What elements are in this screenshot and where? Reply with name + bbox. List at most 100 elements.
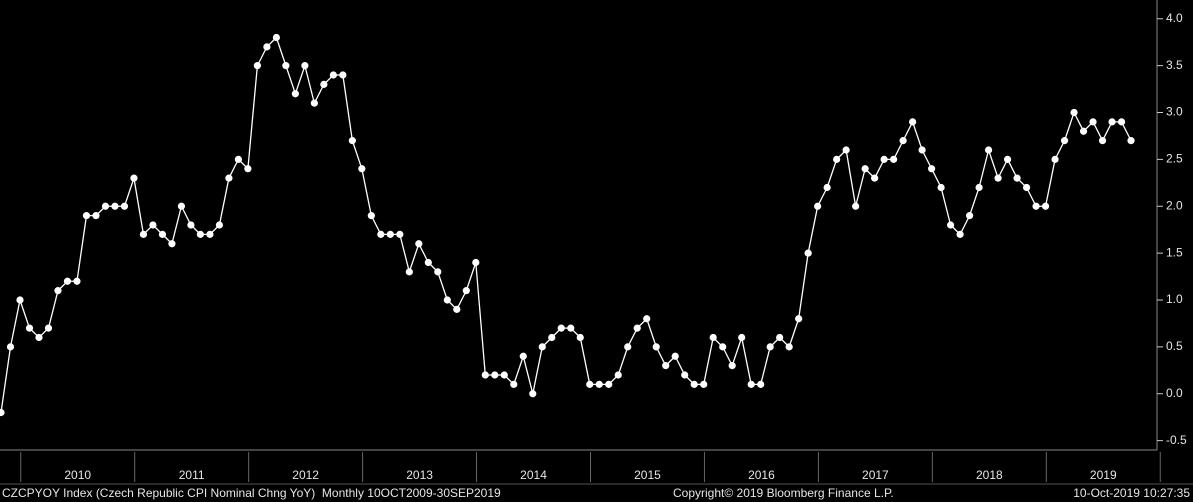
data-point	[358, 165, 366, 173]
data-point	[149, 221, 157, 229]
x-tick-label: 2016	[748, 468, 775, 482]
data-point	[44, 324, 53, 332]
data-point	[1013, 174, 1021, 182]
data-point	[120, 202, 129, 210]
data-point	[244, 165, 252, 173]
data-point	[453, 305, 461, 313]
data-point	[576, 333, 584, 342]
data-point	[586, 380, 594, 388]
data-point	[339, 71, 347, 79]
data-point	[975, 183, 983, 192]
data-point	[700, 380, 708, 388]
data-point	[747, 380, 755, 388]
data-point	[671, 352, 679, 360]
y-tick-label: 1.5	[1166, 245, 1183, 259]
data-point	[633, 324, 641, 332]
data-point	[130, 174, 138, 182]
footer-right: 10-Oct-2019 10:27:35	[1073, 486, 1190, 500]
data-point	[899, 137, 907, 145]
data-point	[196, 230, 205, 238]
x-tick-label: 2017	[862, 468, 889, 482]
data-point	[101, 202, 110, 210]
data-point	[1022, 183, 1031, 192]
data-point	[1098, 137, 1107, 145]
data-point	[310, 99, 318, 107]
data-point	[424, 258, 432, 267]
data-point	[111, 202, 119, 210]
data-point	[367, 212, 375, 220]
y-tick-label: 2.5	[1166, 152, 1183, 166]
footer-center: Copyright© 2019 Bloomberg Finance L.P.	[673, 486, 894, 500]
data-point	[1108, 118, 1116, 126]
data-point	[348, 137, 356, 145]
data-point	[1032, 202, 1040, 210]
data-point	[909, 118, 917, 126]
data-point	[63, 277, 72, 285]
data-point	[415, 240, 423, 248]
data-point	[757, 380, 765, 388]
data-point	[709, 333, 717, 342]
data-point	[491, 371, 499, 379]
data-point	[728, 362, 736, 370]
data-point	[965, 212, 974, 220]
x-tick-label: 2011	[179, 468, 205, 482]
data-point	[54, 287, 62, 295]
data-point	[842, 146, 850, 154]
data-point	[472, 258, 480, 267]
y-tick-label: 1.0	[1166, 292, 1183, 306]
data-point	[681, 371, 689, 379]
data-point	[500, 371, 508, 379]
data-point	[1041, 202, 1050, 210]
data-point	[719, 343, 727, 351]
data-point	[320, 80, 328, 88]
data-point	[139, 230, 148, 238]
data-point	[291, 90, 299, 98]
data-point	[405, 268, 413, 276]
data-point	[481, 371, 489, 379]
data-point	[0, 408, 5, 417]
data-point	[595, 380, 603, 388]
data-point	[937, 183, 945, 192]
data-point	[947, 221, 955, 229]
data-point	[158, 230, 167, 238]
data-point	[35, 333, 43, 342]
y-tick-label: 3.0	[1166, 105, 1183, 119]
data-point	[225, 174, 233, 182]
footer-left: CZCPYOY Index (Czech Republic CPI Nomina…	[2, 486, 501, 500]
data-point	[776, 333, 784, 342]
data-point	[624, 343, 632, 351]
data-point	[282, 62, 290, 70]
data-point	[1003, 155, 1012, 163]
data-point	[814, 202, 822, 210]
data-point	[206, 230, 214, 238]
data-point	[462, 287, 470, 295]
data-point	[1051, 155, 1059, 163]
data-point	[386, 230, 394, 238]
data-point	[890, 155, 898, 163]
data-point	[567, 324, 575, 332]
data-point	[443, 296, 451, 304]
data-point	[1089, 118, 1097, 126]
data-point	[861, 165, 869, 173]
data-point	[1117, 118, 1126, 126]
data-point	[6, 343, 15, 351]
x-tick-label: 2014	[520, 468, 547, 482]
data-point	[538, 343, 546, 351]
data-point	[396, 230, 404, 238]
data-point	[529, 390, 537, 398]
data-point	[1127, 137, 1135, 145]
data-point	[984, 146, 993, 154]
data-point	[16, 296, 24, 304]
data-point	[434, 268, 442, 276]
data-point	[766, 343, 774, 351]
data-point	[994, 174, 1002, 182]
data-point	[1060, 137, 1069, 145]
x-tick-label: 2012	[292, 468, 319, 482]
y-tick-label: 0.5	[1166, 339, 1183, 353]
data-point	[272, 33, 280, 42]
data-point	[928, 165, 936, 173]
data-point	[187, 221, 195, 229]
data-point	[1070, 108, 1078, 117]
